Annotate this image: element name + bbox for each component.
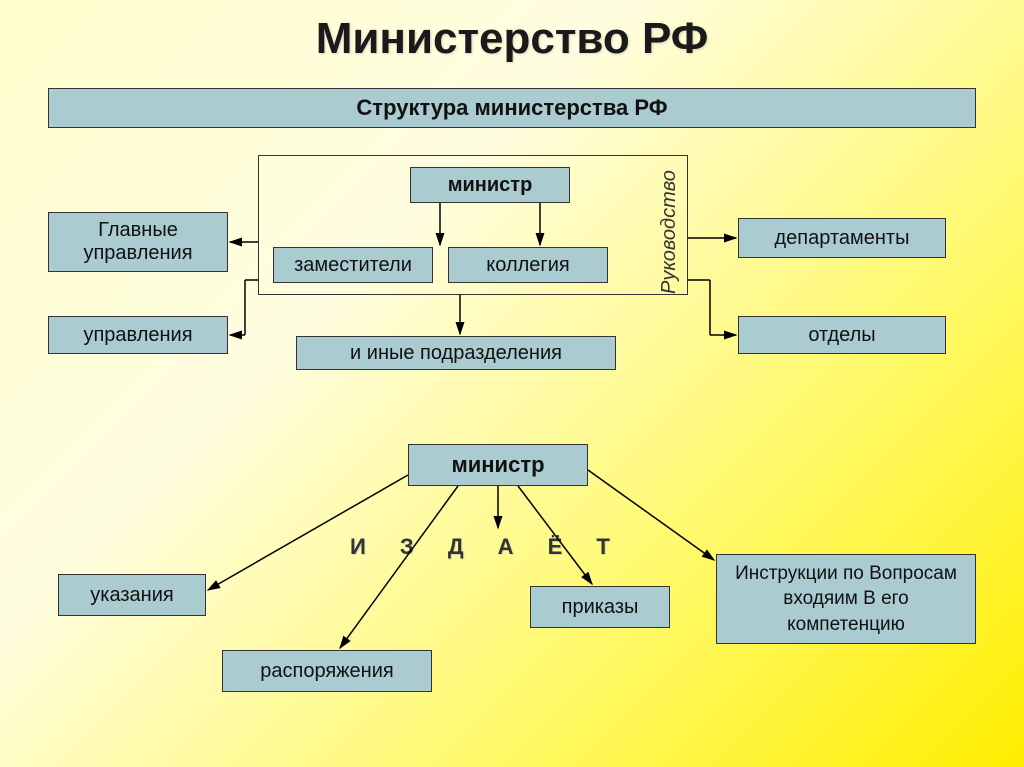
dispositions-box: распоряжения [222, 650, 432, 692]
directorates-box: управления [48, 316, 228, 354]
page-title: Министерство РФ [0, 0, 1024, 64]
minister-issues-box: министр [408, 444, 588, 486]
minister-box: министр [410, 167, 570, 203]
issues-label: И З Д А Ё Т [350, 534, 624, 560]
guidelines-box: Инструкции по Вопросам входяим В его ком… [716, 554, 976, 644]
collegium-box: коллегия [448, 247, 608, 283]
other-subdivisions-box: и иные подразделения [296, 336, 616, 370]
leadership-side-label: Руководство [658, 156, 681, 294]
orders-box: приказы [530, 586, 670, 628]
structure-header-box: Структура министерства РФ [48, 88, 976, 128]
main-directorates-box: Главные управления [48, 212, 228, 272]
instructions-box: указания [58, 574, 206, 616]
departments-box: департаменты [738, 218, 946, 258]
deputies-box: заместители [273, 247, 433, 283]
sections-box: отделы [738, 316, 946, 354]
